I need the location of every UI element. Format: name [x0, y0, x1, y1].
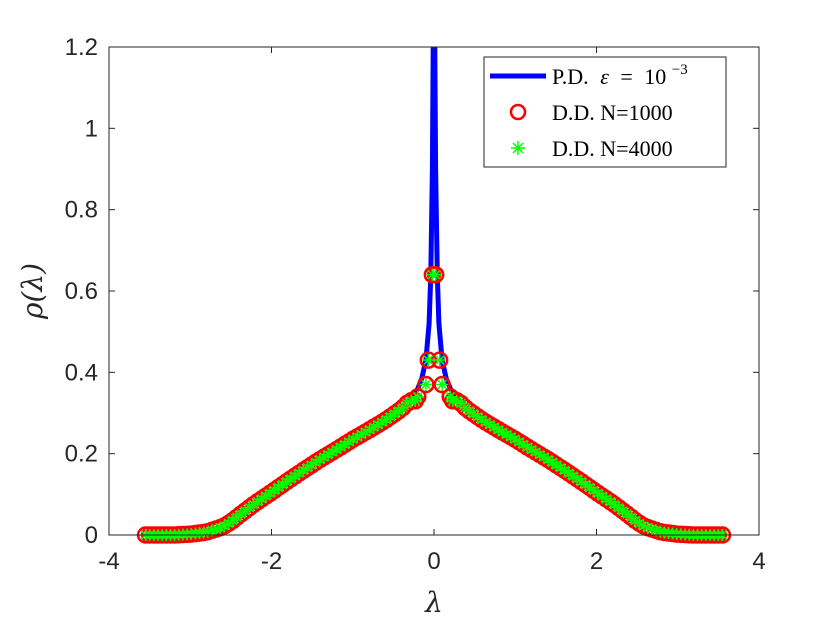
marker-star	[422, 354, 435, 367]
y-axis-label: ρ(λ)	[16, 263, 49, 320]
y-tick-label: 0	[85, 522, 98, 549]
x-axis-label: λ	[424, 586, 443, 619]
y-tick-label: 1.2	[65, 34, 98, 61]
legend-label-dd4000: D.D. N=4000	[552, 136, 673, 161]
legend-pd-base: 10	[644, 64, 666, 89]
marker-circle	[433, 375, 451, 394]
x-tick-label: 4	[752, 548, 765, 575]
marker-star	[411, 390, 424, 403]
y-tick-label: 0.6	[65, 278, 98, 305]
legend-pd-epsilon: ε	[600, 64, 609, 89]
x-tick-label: 2	[590, 548, 603, 575]
x-tick-label: -4	[98, 548, 119, 575]
marker-star	[433, 354, 446, 367]
y-tick-label: 0.4	[65, 359, 98, 386]
legend-pd-prefix: P.D.	[552, 64, 589, 89]
marker-star	[604, 495, 617, 508]
legend-label-pd: P.D. ε = 10 −3	[552, 62, 688, 89]
marker-star	[436, 378, 449, 391]
legend-circle-swatch	[509, 103, 527, 121]
x-tick-label: -2	[261, 548, 282, 575]
y-tick-label: 0.8	[65, 197, 98, 224]
legend-pd-exponent: −3	[672, 62, 688, 78]
legend-label-dd1000: D.D. N=1000	[552, 100, 673, 125]
marker-star	[419, 378, 432, 391]
marker-star	[264, 487, 277, 500]
legend-star-swatch	[511, 141, 525, 155]
marker-star	[322, 448, 335, 461]
x-tick-label: 0	[427, 548, 440, 575]
marker-star	[444, 390, 457, 403]
legend-pd-equals: =	[620, 64, 632, 89]
ticks-layer: -4 -2 0 2 4 0 0.2 0.4 0.6 0.8 1 1.2	[65, 34, 766, 575]
y-tick-label: 0.2	[65, 441, 98, 468]
y-tick-label: 1	[85, 115, 98, 142]
legend: P.D. ε = 10 −3 D.D. N=1000 D.D. N=4000	[483, 56, 727, 168]
marker-star	[429, 268, 442, 281]
